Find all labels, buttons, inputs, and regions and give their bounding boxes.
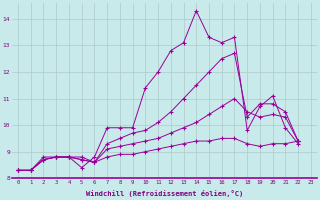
X-axis label: Windchill (Refroidissement éolien,°C): Windchill (Refroidissement éolien,°C) — [86, 190, 243, 197]
